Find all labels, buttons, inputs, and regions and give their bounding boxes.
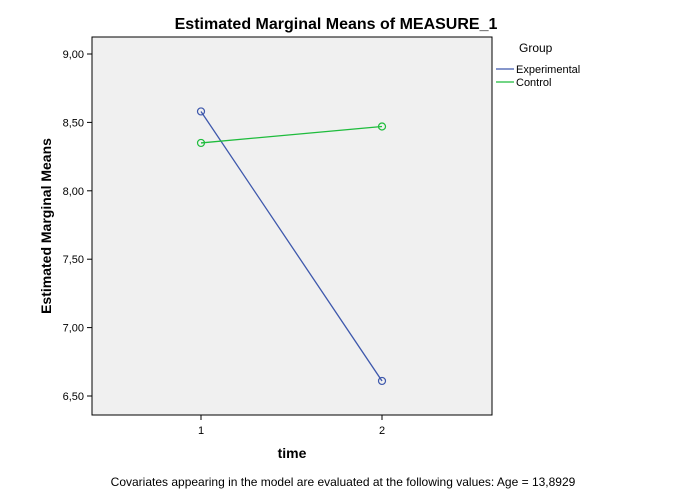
legend-label-experimental: Experimental (516, 64, 580, 76)
chart-title: Estimated Marginal Means of MEASURE_1 (175, 16, 498, 33)
legend-title: Group (519, 41, 553, 55)
data-point-experimental (377, 376, 387, 386)
y-tick-label: 6,50 (63, 391, 84, 403)
data-point-control (196, 138, 206, 148)
series-line-control (200, 125, 383, 144)
x-axis-label: time (278, 445, 307, 461)
footnote: Covariates appearing in the model are ev… (111, 475, 576, 489)
y-tick-label: 7,00 (63, 323, 84, 335)
y-tick-label: 8,00 (63, 186, 84, 198)
x-tick-label: 1 (198, 425, 204, 437)
series-layer (196, 107, 387, 386)
y-tick-label: 7,50 (63, 254, 84, 266)
legend-label-control: Control (516, 77, 551, 89)
y-tick-label: 8,50 (63, 117, 84, 129)
y-axis-label: Estimated Marginal Means (38, 138, 54, 314)
x-tick-label: 2 (379, 425, 385, 437)
plot-area (91, 36, 493, 416)
series-line-experimental (200, 111, 383, 382)
data-point-control (377, 122, 387, 131)
y-axis-ticks: 6,50 7,00 7,50 8,00 8,50 9,00 (63, 49, 92, 403)
data-point-experimental (196, 107, 206, 116)
y-tick-label: 9,00 (63, 49, 84, 61)
